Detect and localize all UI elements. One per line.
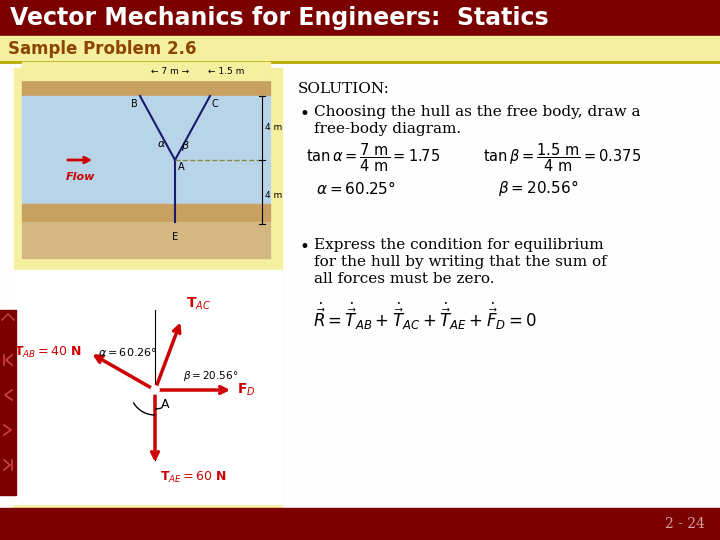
Text: $\alpha = 60.26°$: $\alpha = 60.26°$: [98, 346, 156, 358]
Bar: [14, 68, 282, 528]
Text: ← 1.5 m: ← 1.5 m: [208, 66, 244, 76]
Text: A: A: [178, 162, 184, 172]
Bar: [22, 204, 270, 222]
Bar: [0, 36, 720, 62]
Bar: [0, 62, 720, 506]
Text: 4 m: 4 m: [265, 124, 282, 132]
Text: $\mathbf{T}_{AC}$: $\mathbf{T}_{AC}$: [186, 295, 212, 312]
Text: free-body diagram.: free-body diagram.: [314, 122, 461, 136]
Bar: [22, 78, 270, 96]
Text: $\tan\alpha = \dfrac{7\ \mathrm{m}}{4\ \mathrm{m}} = 1.75$: $\tan\alpha = \dfrac{7\ \mathrm{m}}{4\ \…: [306, 141, 440, 174]
Text: •: •: [300, 238, 310, 256]
Bar: [0, 310, 16, 495]
Text: B: B: [131, 99, 138, 109]
Text: 4 m: 4 m: [265, 191, 282, 199]
Circle shape: [151, 386, 159, 394]
Text: $\mathbf{T}_{AB} = 40\ \mathbf{N}$: $\mathbf{T}_{AB} = 40\ \mathbf{N}$: [14, 345, 82, 360]
Bar: [22, 96, 270, 204]
Text: SOLUTION:: SOLUTION:: [298, 82, 390, 96]
Text: ← 7 m →: ← 7 m →: [151, 66, 189, 76]
Text: Choosing the hull as the free body, draw a: Choosing the hull as the free body, draw…: [314, 105, 641, 119]
Bar: [0, 0, 720, 36]
Bar: [22, 222, 270, 258]
Text: $\beta = 20.56°$: $\beta = 20.56°$: [183, 369, 238, 383]
Bar: [3, 320, 13, 330]
Text: $\beta = 20.56°$: $\beta = 20.56°$: [498, 178, 578, 198]
Text: $\mathbf{T}_{AE} = 60\ \mathbf{N}$: $\mathbf{T}_{AE} = 60\ \mathbf{N}$: [160, 470, 227, 485]
Bar: [22, 62, 270, 80]
Bar: [0, 508, 720, 540]
Text: Vector Mechanics for Engineers:  Statics: Vector Mechanics for Engineers: Statics: [10, 6, 549, 30]
Text: Sample Problem 2.6: Sample Problem 2.6: [8, 40, 197, 58]
Text: $\tan\beta = \dfrac{1.5\ \mathrm{m}}{4\ \mathrm{m}} = 0.375$: $\tan\beta = \dfrac{1.5\ \mathrm{m}}{4\ …: [483, 141, 642, 174]
Text: Flow: Flow: [66, 172, 95, 182]
Text: all forces must be zero.: all forces must be zero.: [314, 272, 495, 286]
Text: •: •: [300, 105, 310, 123]
Text: β: β: [181, 141, 189, 151]
Bar: [22, 78, 270, 258]
Text: C: C: [212, 99, 219, 109]
Text: Express the condition for equilibrium: Express the condition for equilibrium: [314, 238, 603, 252]
Text: $\alpha = 60.25°$: $\alpha = 60.25°$: [316, 179, 396, 197]
Text: 2 - 24: 2 - 24: [665, 517, 705, 531]
Text: $\dot{\vec{R}} = \dot{\vec{T}}_{AB} + \dot{\vec{T}}_{AC} + \dot{\vec{T}}_{AE} + : $\dot{\vec{R}} = \dot{\vec{T}}_{AB} + \d…: [313, 300, 537, 332]
Text: for the hull by writing that the sum of: for the hull by writing that the sum of: [314, 255, 607, 269]
Bar: [14, 270, 282, 504]
Text: E: E: [172, 232, 178, 242]
Text: $\mathbf{F}_{D}$: $\mathbf{F}_{D}$: [237, 382, 256, 398]
Text: α: α: [157, 139, 165, 149]
Text: A: A: [161, 398, 169, 411]
